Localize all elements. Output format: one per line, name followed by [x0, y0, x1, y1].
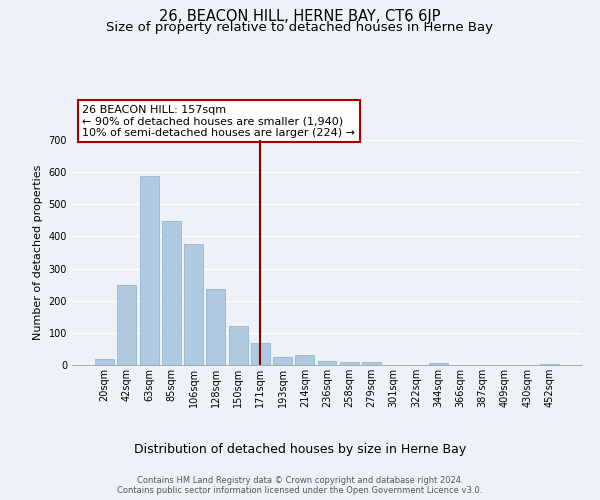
- Text: 26, BEACON HILL, HERNE BAY, CT6 6JP: 26, BEACON HILL, HERNE BAY, CT6 6JP: [159, 9, 441, 24]
- Bar: [340, 362, 359, 365]
- Bar: [140, 176, 158, 365]
- Bar: [295, 355, 314, 365]
- Bar: [429, 364, 448, 365]
- Bar: [540, 364, 559, 365]
- Bar: [317, 361, 337, 365]
- Bar: [251, 343, 270, 365]
- Text: 26 BEACON HILL: 157sqm
← 90% of detached houses are smaller (1,940)
10% of semi-: 26 BEACON HILL: 157sqm ← 90% of detached…: [82, 104, 355, 138]
- Text: Contains HM Land Registry data © Crown copyright and database right 2024.
Contai: Contains HM Land Registry data © Crown c…: [118, 476, 482, 495]
- Bar: [162, 221, 181, 365]
- Bar: [95, 359, 114, 365]
- Bar: [184, 244, 203, 365]
- Text: Distribution of detached houses by size in Herne Bay: Distribution of detached houses by size …: [134, 442, 466, 456]
- Y-axis label: Number of detached properties: Number of detached properties: [33, 165, 43, 340]
- Bar: [362, 362, 381, 365]
- Bar: [273, 358, 292, 365]
- Bar: [118, 286, 136, 365]
- Bar: [229, 326, 248, 365]
- Bar: [206, 290, 225, 365]
- Text: Size of property relative to detached houses in Herne Bay: Size of property relative to detached ho…: [107, 21, 493, 34]
